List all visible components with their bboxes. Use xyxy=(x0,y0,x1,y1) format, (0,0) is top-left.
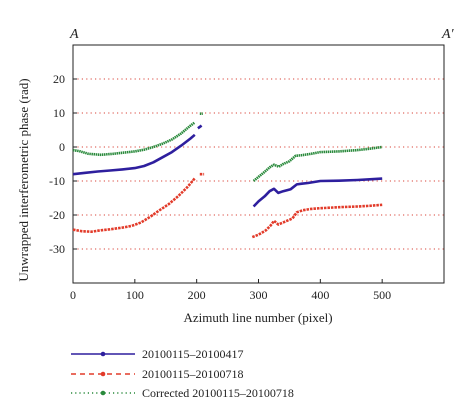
x-tick-label: 100 xyxy=(126,288,144,302)
x-tick-label: 400 xyxy=(311,288,329,302)
x-axis-label: Azimuth line number (pixel) xyxy=(183,310,332,325)
series-lines xyxy=(72,112,383,239)
series-3-line xyxy=(252,145,383,182)
x-axis-ticks: 0 100 200 300 400 500 xyxy=(70,279,391,302)
y-tick-label: -10 xyxy=(49,174,65,188)
legend: 20100115–20100417 20100115–20100718 Correc… xyxy=(71,347,294,400)
x-tick-label: 500 xyxy=(373,288,391,302)
legend-label-1: 20100115–20100417 xyxy=(142,347,244,361)
y-axis-ticks: 20 10 0 -10 -20 -30 xyxy=(49,72,77,256)
y-tick-label: 0 xyxy=(59,140,65,154)
legend-marker-3 xyxy=(100,390,106,396)
y-tick-label: 10 xyxy=(53,106,65,120)
series-2-line xyxy=(72,177,196,233)
series-1-line xyxy=(197,124,203,130)
legend-marker-1 xyxy=(100,351,106,357)
y-tick-label: -30 xyxy=(49,242,65,256)
gridlines xyxy=(73,78,444,250)
y-tick-label: 20 xyxy=(53,72,65,86)
x-tick-label: 300 xyxy=(250,288,268,302)
x-tick-label: 200 xyxy=(188,288,206,302)
series-1-line xyxy=(72,133,196,176)
corner-label-a: A xyxy=(69,27,79,42)
legend-label-2: 20100115–20100718 xyxy=(142,367,244,381)
plot-frame xyxy=(72,44,445,284)
series-2-line xyxy=(251,203,383,239)
legend-label-3: Corrected 20100115–20100718 xyxy=(142,386,294,400)
x-tick-label: 0 xyxy=(70,288,76,302)
y-axis-label: Unwrapped interferometric phase (rad) xyxy=(16,78,31,281)
legend-marker-2 xyxy=(100,371,106,377)
series-3-line xyxy=(72,121,196,157)
series-1-line xyxy=(252,177,383,208)
corner-label-a-prime: A′ xyxy=(441,27,455,42)
y-tick-label: -20 xyxy=(49,208,65,222)
